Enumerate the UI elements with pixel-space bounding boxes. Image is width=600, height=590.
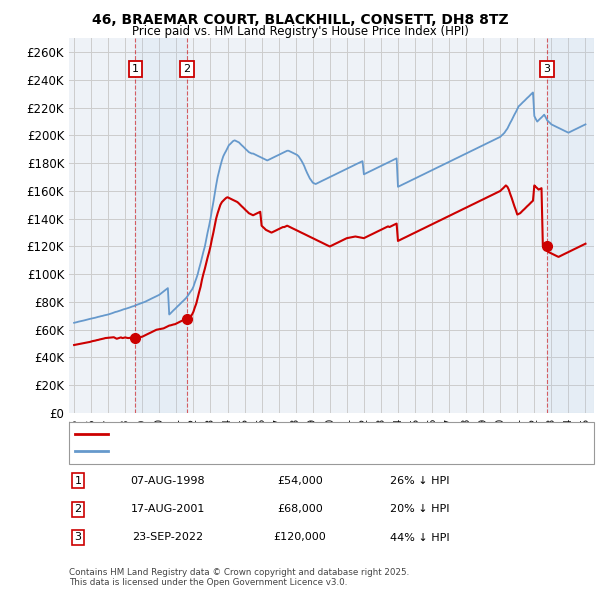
- Text: 3: 3: [544, 64, 551, 74]
- Text: 20% ↓ HPI: 20% ↓ HPI: [390, 504, 450, 514]
- Text: 1: 1: [132, 64, 139, 74]
- Bar: [547, 38, 594, 413]
- Text: Contains HM Land Registry data © Crown copyright and database right 2025.
This d: Contains HM Land Registry data © Crown c…: [69, 568, 409, 587]
- Text: £54,000: £54,000: [277, 476, 323, 486]
- Text: 07-AUG-1998: 07-AUG-1998: [131, 476, 205, 486]
- Text: 3: 3: [74, 533, 82, 542]
- Text: 46, BRAEMAR COURT, BLACKHILL, CONSETT, DH8 8TZ: 46, BRAEMAR COURT, BLACKHILL, CONSETT, D…: [92, 13, 508, 27]
- Text: Price paid vs. HM Land Registry's House Price Index (HPI): Price paid vs. HM Land Registry's House …: [131, 25, 469, 38]
- Text: £68,000: £68,000: [277, 504, 323, 514]
- Text: 23-SEP-2022: 23-SEP-2022: [133, 533, 203, 542]
- Text: 26% ↓ HPI: 26% ↓ HPI: [390, 476, 450, 486]
- Text: 2: 2: [74, 504, 82, 514]
- Text: 46, BRAEMAR COURT, BLACKHILL, CONSETT, DH8 8TZ (detached house): 46, BRAEMAR COURT, BLACKHILL, CONSETT, D…: [114, 429, 489, 438]
- Text: 44% ↓ HPI: 44% ↓ HPI: [390, 533, 450, 542]
- Text: 17-AUG-2001: 17-AUG-2001: [131, 504, 205, 514]
- Text: 2: 2: [183, 64, 190, 74]
- Text: 1: 1: [74, 476, 82, 486]
- Text: HPI: Average price, detached house, County Durham: HPI: Average price, detached house, Coun…: [114, 447, 389, 456]
- Bar: [136, 38, 187, 413]
- Text: £120,000: £120,000: [274, 533, 326, 542]
